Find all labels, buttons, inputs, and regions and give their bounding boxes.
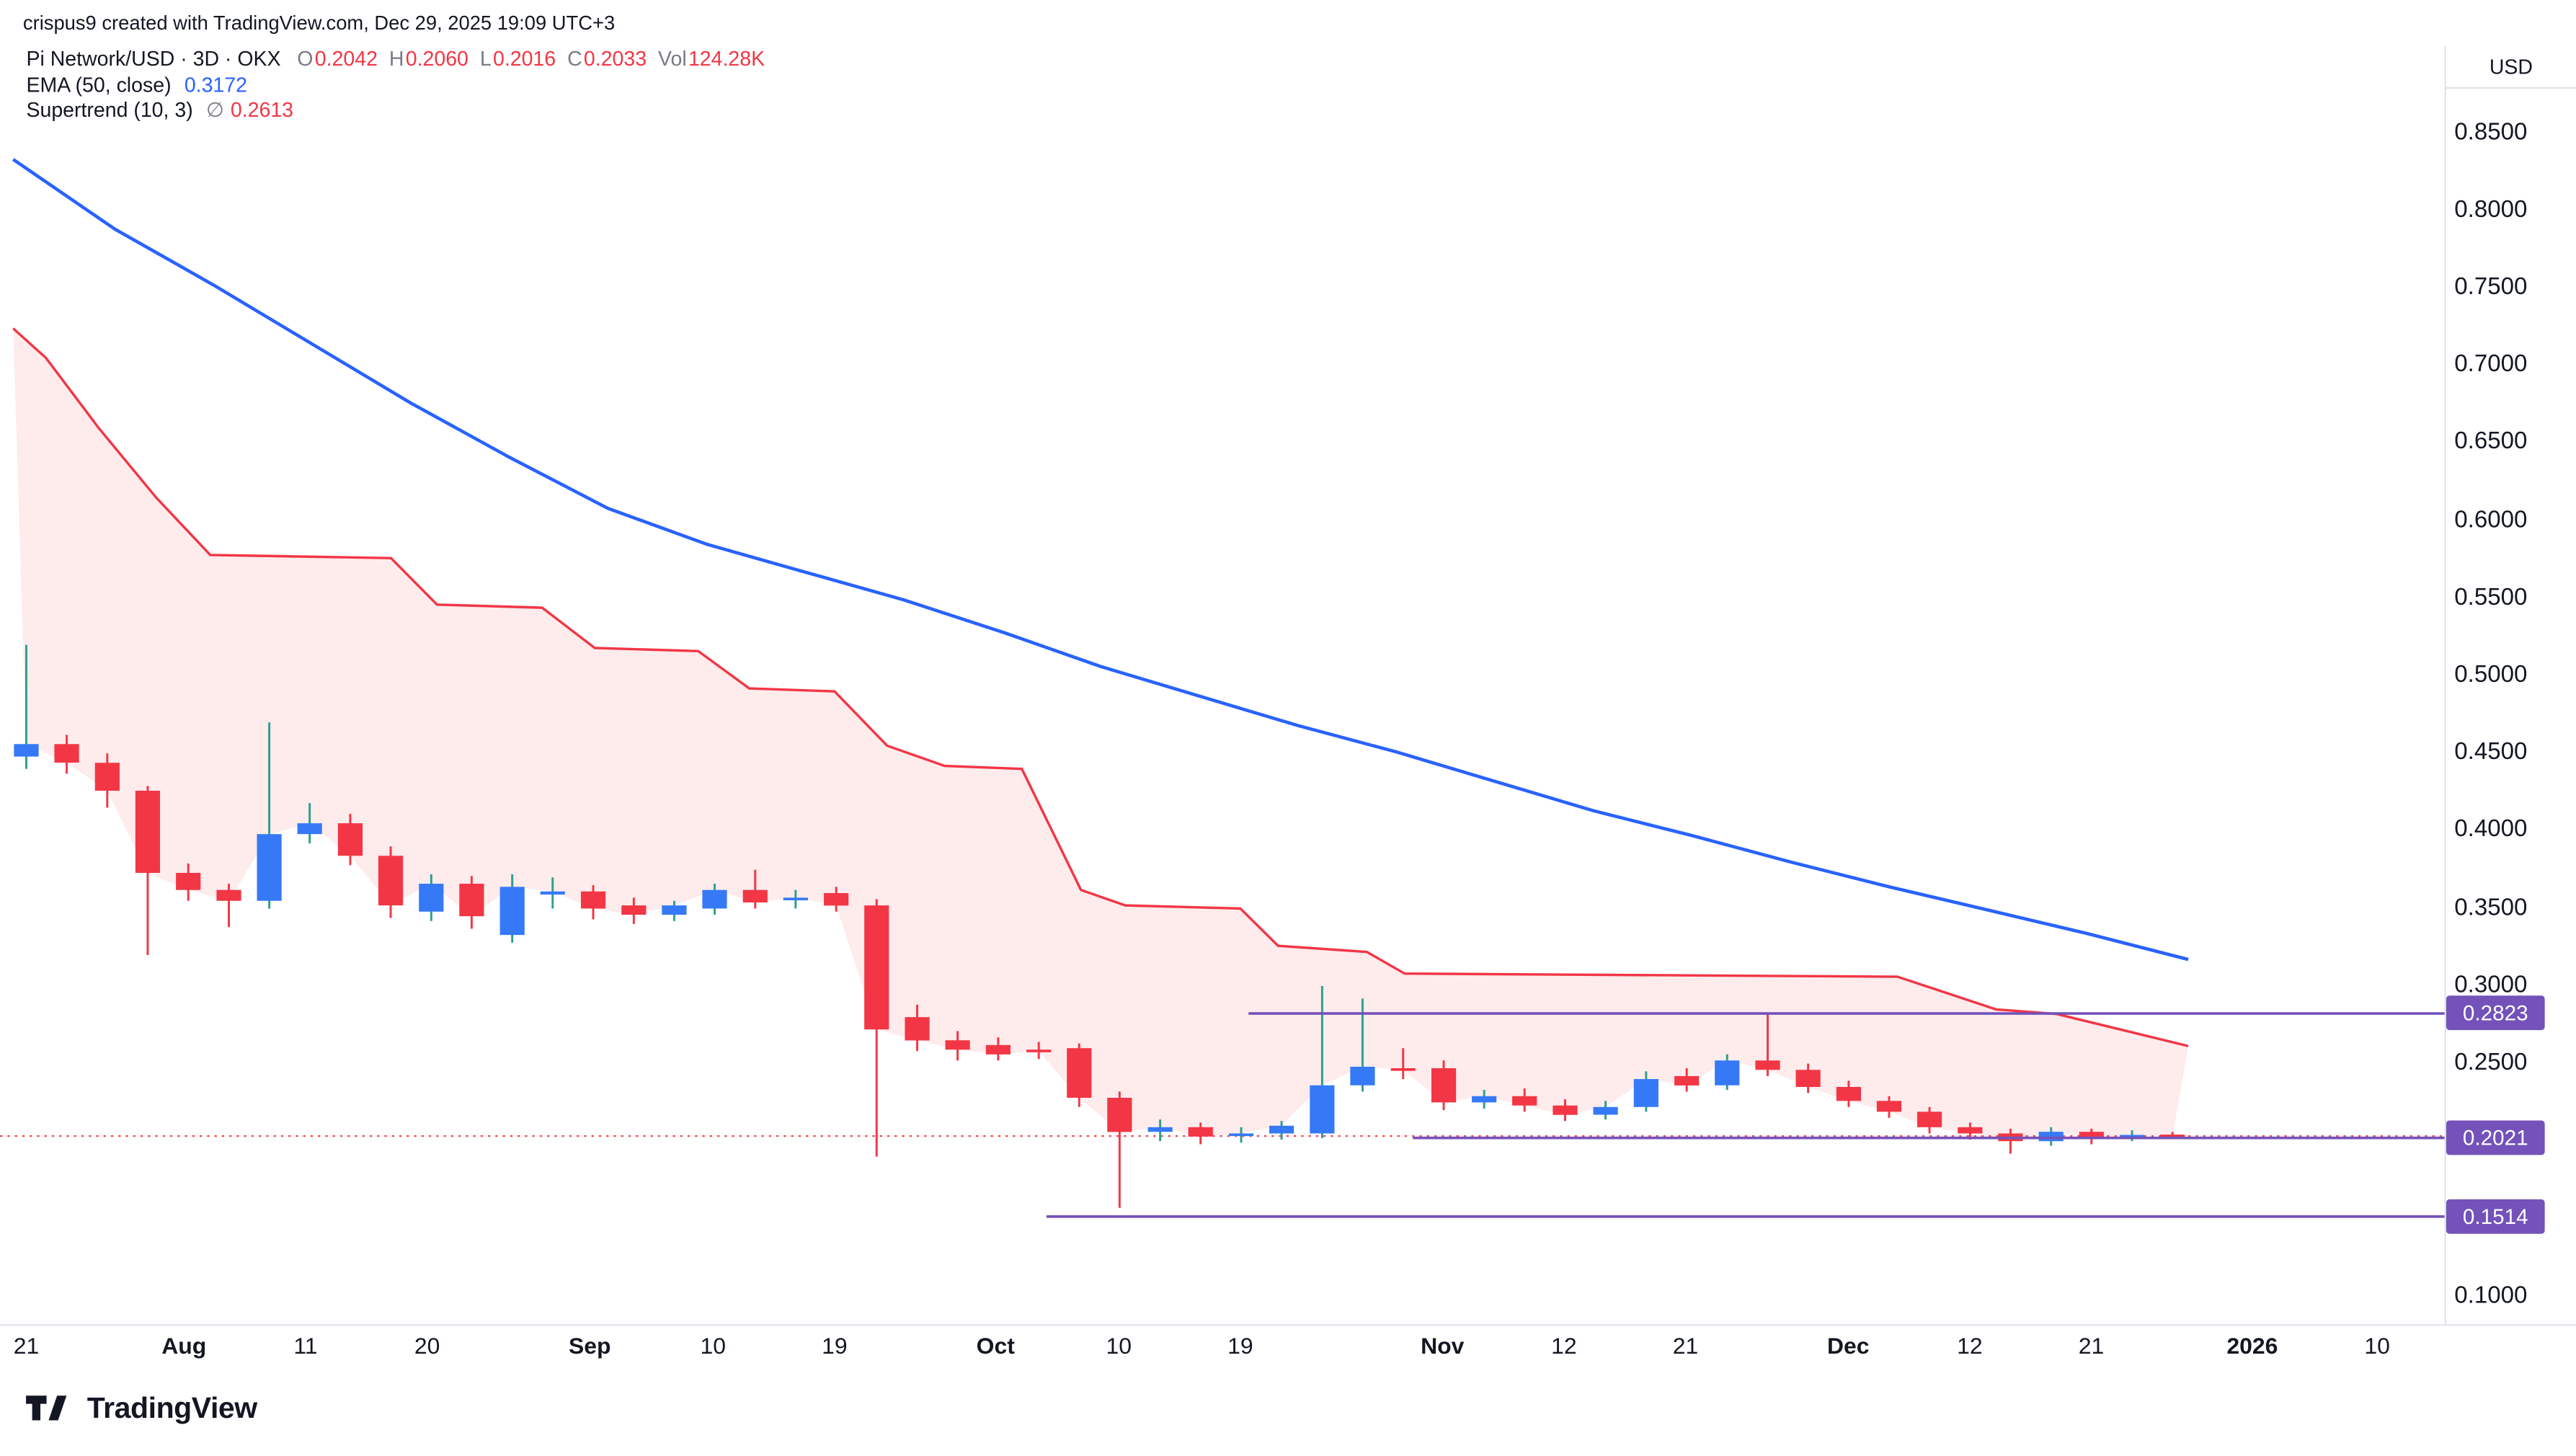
supertrend-label: Supertrend (10, 3)	[26, 99, 193, 123]
tradingview-footer[interactable]: TradingView	[25, 1390, 257, 1426]
candles	[14, 644, 2185, 1208]
ohlc-open: O 0.2042	[297, 48, 378, 71]
ohlc-close: C 0.2033	[567, 48, 647, 71]
supertrend-prefix: ∅	[205, 99, 224, 123]
volume: Vol 124.28K	[658, 48, 765, 71]
legend-ema-row[interactable]: EMA (50, close) 0.3172	[26, 74, 776, 99]
ohlc-low: L 0.2016	[479, 48, 556, 71]
chart-legend: Pi Network/USD · 3D · OKX O 0.2042 H 0.206…	[26, 48, 776, 125]
chart-credit: crispus9 created with TradingView.com, D…	[22, 11, 616, 35]
supertrend-fill	[13, 328, 2189, 1142]
ema-label: EMA (50, close)	[26, 73, 172, 97]
symbol-title: Pi Network/USD · 3D · OKX	[26, 48, 281, 71]
ohlc-high: H 0.2060	[388, 48, 468, 71]
supertrend-value: 0.2613	[230, 99, 294, 123]
legend-symbol-row[interactable]: Pi Network/USD · 3D · OKX O 0.2042 H 0.206…	[26, 48, 776, 74]
currency-label: USD	[2446, 46, 2576, 89]
supertrend-line	[12, 327, 2189, 1047]
price-axis-separator	[2444, 45, 2446, 1325]
legend-supertrend-row[interactable]: Supertrend (10, 3) ∅ 0.2613	[26, 99, 776, 125]
tradingview-brand-text: TradingView	[86, 1390, 257, 1424]
tradingview-logo-icon	[26, 1395, 67, 1421]
time-axis-separator	[0, 1324, 2576, 1326]
ema-value: 0.3172	[184, 73, 247, 97]
ema-line	[12, 158, 2189, 962]
